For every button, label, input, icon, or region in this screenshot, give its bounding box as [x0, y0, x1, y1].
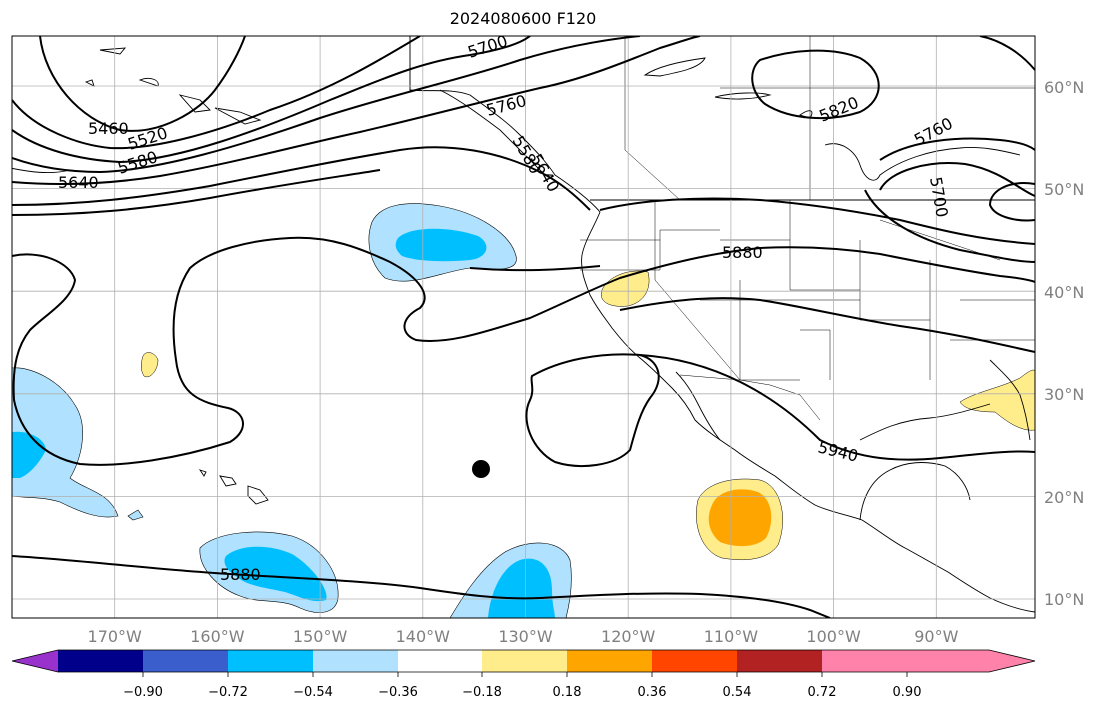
- lon-label: 160°W: [190, 627, 245, 646]
- lon-label: 150°W: [293, 627, 348, 646]
- lon-label: 140°W: [396, 627, 451, 646]
- anomaly-negative-core: [488, 558, 555, 618]
- lat-label: 30°N: [1044, 385, 1084, 404]
- height-contours: [12, 36, 1035, 618]
- contour-line: [12, 555, 831, 618]
- colorbar-tick-label: 0.90: [893, 685, 922, 700]
- colorbar-tick-label: −0.90: [123, 685, 163, 700]
- contour-line: [12, 36, 531, 164]
- map-frame: [11, 35, 1036, 619]
- anomaly-positive-region: [141, 352, 159, 378]
- lon-label: 130°W: [498, 627, 553, 646]
- storm-position-dot: [472, 460, 490, 478]
- contour-line: [12, 36, 421, 150]
- colorbar-segment: [143, 650, 228, 672]
- colorbar-segment: [482, 650, 567, 672]
- contour-line: [619, 297, 1035, 353]
- contour-line: [751, 49, 880, 120]
- colorbar-segment: [313, 650, 398, 672]
- contour-line: [639, 354, 1035, 461]
- contour-line: [599, 197, 1035, 245]
- colorbar-tick-label: 0.18: [553, 685, 582, 700]
- contour-line: [12, 146, 591, 211]
- contour-label: 5880: [722, 243, 763, 262]
- contour-line: [988, 182, 1035, 222]
- gridlines: [12, 36, 1035, 618]
- contour-label: 5460: [88, 119, 129, 138]
- contour-line: [12, 236, 1035, 466]
- colorbar-segment: [58, 650, 143, 672]
- colorbar-tick-label: −0.18: [462, 685, 502, 700]
- anomaly-positive-region: [959, 369, 1035, 431]
- anomaly-negative-region: [127, 509, 144, 521]
- colorbar-tick-label: −0.54: [293, 685, 333, 700]
- lon-label: 90°W: [914, 627, 958, 646]
- colorbar: −0.90 −0.72 −0.54 −0.36 −0.18 0.18 0.36 …: [11, 649, 1036, 700]
- lon-label: 170°W: [88, 627, 143, 646]
- anomaly-positive-core: [708, 489, 772, 547]
- colorbar-segment: [398, 650, 482, 672]
- lon-label: 110°W: [704, 627, 759, 646]
- anomaly-negative-core: [395, 228, 487, 262]
- contour-line: [12, 36, 701, 185]
- contour-line: [469, 265, 601, 272]
- lon-label: 100°W: [806, 627, 861, 646]
- latitude-labels: 60°N 50°N 40°N 30°N 20°N 10°N: [1044, 78, 1084, 609]
- colorbar-tick-label: 0.54: [723, 685, 752, 700]
- contour-line: [525, 353, 660, 467]
- colorbar-segment: [567, 650, 652, 672]
- colorbar-segment: [822, 650, 1035, 672]
- anomaly-shading: [12, 203, 1035, 618]
- longitude-labels: 170°W 160°W 150°W 140°W 130°W 120°W 110°…: [88, 627, 959, 646]
- colorbar-segment: [228, 650, 313, 672]
- map-title: 2024080600 F120: [449, 9, 597, 28]
- contour-line: [39, 36, 246, 132]
- lat-label: 60°N: [1044, 78, 1084, 97]
- colorbar-tick-label: 0.72: [808, 685, 837, 700]
- colorbar-outline: [11, 649, 1036, 673]
- contour-label: 5880: [220, 565, 261, 584]
- contour-line: [979, 36, 1035, 71]
- anomaly-negative-core: [224, 546, 327, 602]
- colorbar-ticks: [142, 672, 908, 677]
- contour-label: 5640: [58, 173, 99, 192]
- contour-line: [879, 162, 1035, 197]
- lat-label: 20°N: [1044, 488, 1084, 507]
- contour-line: [864, 189, 1035, 263]
- lat-label: 10°N: [1044, 590, 1084, 609]
- colorbar-tick-label: −0.72: [208, 685, 248, 700]
- anomaly-negative-region: [12, 367, 119, 518]
- colorbar-tick-label: 0.36: [638, 685, 667, 700]
- contour-line: [12, 36, 641, 174]
- contour-line: [879, 137, 1035, 161]
- contour-line: [12, 169, 381, 216]
- lat-label: 40°N: [1044, 283, 1084, 302]
- lon-label: 120°W: [601, 627, 656, 646]
- map-background: [12, 36, 1035, 618]
- lat-label: 50°N: [1044, 180, 1084, 199]
- colorbar-segment: [737, 650, 822, 672]
- colorbar-tick-label: −0.36: [378, 685, 418, 700]
- colorbar-segment: [12, 650, 58, 672]
- colorbar-segment: [652, 650, 737, 672]
